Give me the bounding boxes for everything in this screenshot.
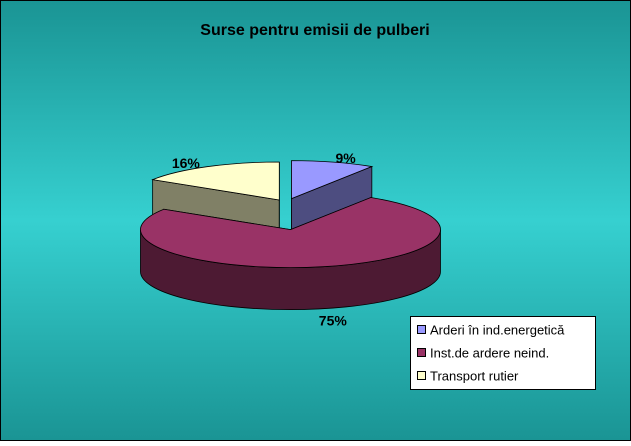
data-label: 75% xyxy=(319,312,348,328)
legend-swatch xyxy=(417,325,426,334)
pie-slice xyxy=(140,196,441,310)
chart-title: Surse pentru emisii de pulberi xyxy=(200,22,429,39)
legend-label: Arderi în ind.energetică xyxy=(430,322,565,337)
data-label: 9% xyxy=(335,150,356,166)
legend-label: Transport rutier xyxy=(430,368,519,383)
legend-items: Arderi în ind.energetică Inst.de ardere n… xyxy=(417,322,565,383)
slice-top xyxy=(151,161,280,201)
slice-top xyxy=(291,160,374,200)
legend-swatch xyxy=(417,348,426,357)
data-label: 16% xyxy=(172,155,201,171)
legend xyxy=(410,316,596,390)
pie: 9% 75% 16% xyxy=(140,150,441,328)
legend-swatch xyxy=(417,371,426,380)
slice-top xyxy=(140,197,441,269)
legend-label: Inst.de ardere neind. xyxy=(430,345,549,360)
